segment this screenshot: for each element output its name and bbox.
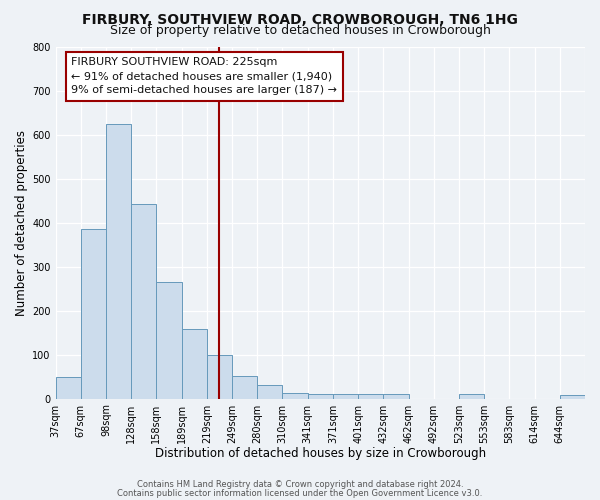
Text: FIRBURY, SOUTHVIEW ROAD, CROWBOROUGH, TN6 1HG: FIRBURY, SOUTHVIEW ROAD, CROWBOROUGH, TN… [82,12,518,26]
Bar [207,356,232,399]
Bar [232,376,257,398]
Bar [358,394,383,398]
Bar [383,394,409,398]
Bar [106,124,131,398]
Bar [333,394,358,398]
Bar [308,394,333,398]
Bar [182,330,207,398]
Text: Contains public sector information licensed under the Open Government Licence v3: Contains public sector information licen… [118,488,482,498]
Bar [81,229,106,398]
X-axis label: Distribution of detached houses by size in Crowborough: Distribution of detached houses by size … [155,447,486,460]
Text: Contains HM Land Registry data © Crown copyright and database right 2024.: Contains HM Land Registry data © Crown c… [137,480,463,489]
Bar [560,395,585,398]
Bar [459,394,484,398]
Bar [257,386,283,398]
Bar [131,204,157,398]
Bar [56,376,81,398]
Text: FIRBURY SOUTHVIEW ROAD: 225sqm
← 91% of detached houses are smaller (1,940)
9% o: FIRBURY SOUTHVIEW ROAD: 225sqm ← 91% of … [71,57,337,95]
Bar [157,282,182,399]
Bar [283,394,308,398]
Text: Size of property relative to detached houses in Crowborough: Size of property relative to detached ho… [110,24,490,37]
Y-axis label: Number of detached properties: Number of detached properties [15,130,28,316]
